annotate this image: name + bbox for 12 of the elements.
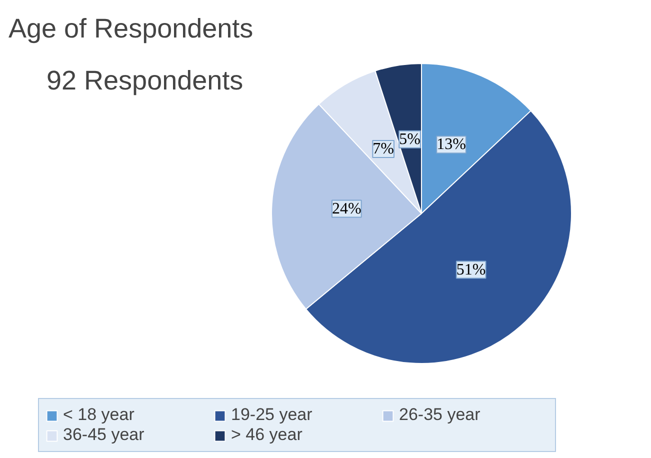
data-label: 7%	[372, 140, 394, 158]
legend-label: < 18 year	[63, 405, 136, 425]
data-label: 13%	[436, 136, 466, 154]
data-label: 51%	[456, 261, 486, 278]
data-label: 24%	[332, 200, 362, 218]
legend-label: 26-35 year	[399, 405, 482, 425]
legend-label: > 46 year	[231, 425, 304, 445]
legend-label: 19-25 year	[231, 405, 314, 425]
data-label: 5%	[399, 130, 420, 148]
legend-label: 36-45 year	[63, 425, 146, 445]
chart-subtitle: 92 Respondents	[46, 66, 244, 96]
chart-title: Age of Respondents	[8, 14, 254, 44]
